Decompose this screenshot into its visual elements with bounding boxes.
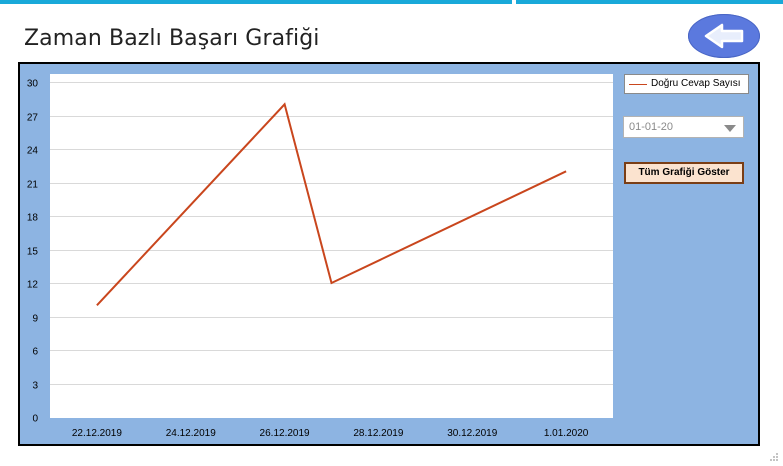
y-tick-label: 12	[27, 280, 39, 291]
show-all-chart-button[interactable]: Tüm Grafiği Göster	[624, 162, 744, 184]
date-dropdown[interactable]: 01-01-20	[623, 116, 744, 138]
plot-area	[50, 74, 613, 418]
y-tick-label: 9	[32, 314, 38, 325]
y-tick-label: 0	[32, 414, 38, 425]
top-accent-bar	[0, 0, 783, 4]
y-tick-label: 6	[32, 347, 38, 358]
chevron-down-icon	[724, 125, 736, 132]
x-tick-label: 22.12.2019	[72, 428, 122, 439]
arrow-left-icon	[704, 23, 744, 49]
legend-label: Doğru Cevap Sayısı	[651, 78, 741, 89]
y-tick-label: 24	[27, 146, 39, 157]
x-tick-label: 1.01.2020	[544, 428, 589, 439]
y-tick-label: 21	[27, 180, 39, 191]
legend-swatch	[629, 84, 647, 85]
x-tick-label: 30.12.2019	[447, 428, 497, 439]
series-line	[96, 102, 567, 306]
y-tick-label: 3	[32, 381, 38, 392]
x-tick-label: 24.12.2019	[166, 428, 216, 439]
date-dropdown-value: 01-01-20	[629, 121, 674, 133]
chart-legend: Doğru Cevap Sayısı	[624, 74, 749, 94]
y-tick-label: 15	[27, 247, 39, 258]
top-accent-gap	[512, 0, 516, 4]
back-button[interactable]	[688, 14, 760, 58]
resize-grip-icon[interactable]	[769, 452, 779, 462]
y-tick-label: 18	[27, 213, 39, 224]
x-tick-label: 26.12.2019	[260, 428, 310, 439]
x-tick-label: 28.12.2019	[353, 428, 403, 439]
y-tick-label: 30	[27, 79, 39, 90]
page-title: Zaman Bazlı Başarı Grafiği	[24, 26, 320, 51]
y-tick-label: 27	[27, 113, 39, 124]
